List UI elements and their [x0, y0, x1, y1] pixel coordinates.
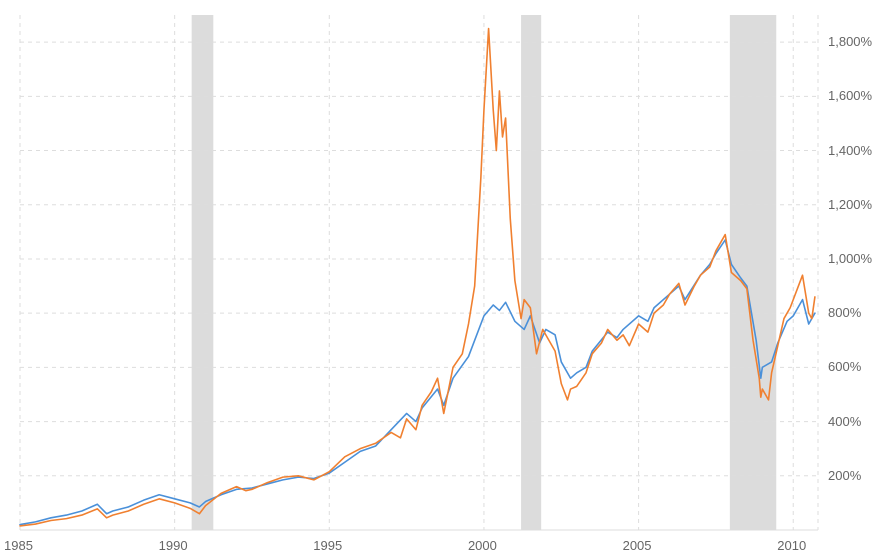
line-chart: 200% 400% 600% 800% 1,000% 1,200% 1,400% 1,600%… [0, 0, 888, 560]
y-tick-label: 600% [828, 359, 861, 374]
y-tick-label: 1,400% [828, 143, 872, 158]
y-tick-label: 1,200% [828, 197, 872, 212]
x-tick-label: 1990 [159, 538, 188, 553]
x-tick-label: 1985 [4, 538, 33, 553]
recession-band [192, 15, 214, 530]
y-tick-label: 200% [828, 468, 861, 483]
y-tick-label: 800% [828, 305, 861, 320]
x-tick-label: 1995 [313, 538, 342, 553]
recession-band [521, 15, 541, 530]
series-orange [20, 29, 815, 526]
y-tick-label: 1,800% [828, 34, 872, 49]
y-tick-label: 1,600% [828, 88, 872, 103]
x-tick-label: 2010 [777, 538, 806, 553]
y-tick-label: 400% [828, 414, 861, 429]
chart-svg [0, 0, 888, 560]
x-tick-label: 2000 [468, 538, 497, 553]
x-tick-label: 2005 [623, 538, 652, 553]
y-tick-label: 1,000% [828, 251, 872, 266]
